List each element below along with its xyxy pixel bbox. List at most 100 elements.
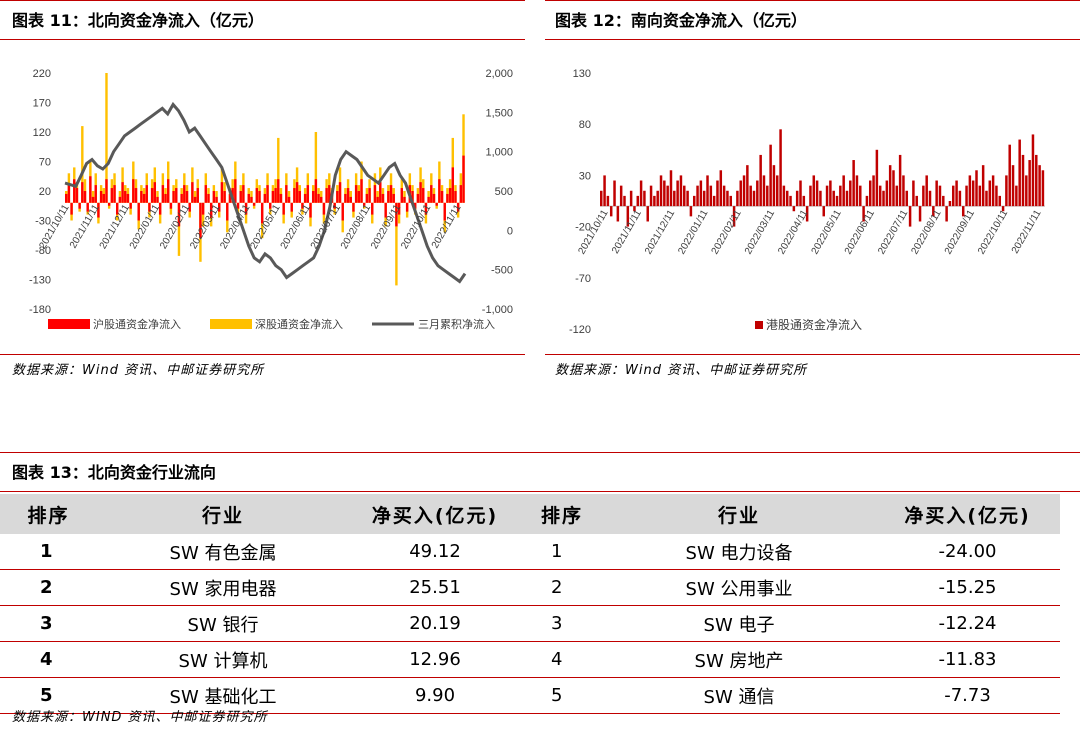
rank-cell: 3 <box>521 605 603 642</box>
bar-hk <box>819 190 822 207</box>
y-tick-label: -120 <box>569 324 591 336</box>
x-tick-label: 2022/05/11 <box>810 208 844 257</box>
bar-sh <box>67 185 71 203</box>
netbuy-cell: 20.19 <box>349 605 521 642</box>
bar-hk <box>729 195 733 207</box>
bar-hk <box>749 185 752 207</box>
netbuy-cell: -15.25 <box>875 569 1060 606</box>
bar-sh <box>274 188 277 203</box>
bar-sh <box>137 202 140 221</box>
bar-sh <box>456 202 460 212</box>
bar-sh <box>440 191 444 203</box>
bar-sh <box>263 193 267 203</box>
bar-sh <box>422 188 425 203</box>
bar-sh <box>250 196 253 203</box>
bar-hk <box>739 180 742 207</box>
bar-hk <box>609 206 613 217</box>
industry-cell: SW 银行 <box>97 605 349 642</box>
x-tick-label: 2022/11/11 <box>1010 208 1044 256</box>
bar-hk <box>626 206 630 227</box>
bar-sh <box>258 191 261 203</box>
x-tick-label: 2022/08/11 <box>909 208 943 257</box>
bar-sh <box>349 196 352 203</box>
y-tick-label-left: -180 <box>29 304 51 316</box>
rank-cell: 4 <box>0 641 97 678</box>
bar-sh <box>373 185 377 203</box>
rank-cell: 4 <box>521 641 603 678</box>
bar-sh <box>142 193 146 203</box>
bar-sh <box>169 202 173 209</box>
bar-hk <box>935 180 938 207</box>
bar-hk <box>736 190 739 207</box>
bar-hk <box>1028 160 1031 207</box>
bar-sh <box>177 202 181 227</box>
bar-sh <box>309 202 312 218</box>
bar-hk <box>825 185 829 207</box>
y-tick-label-left: 70 <box>39 157 51 169</box>
bar-hk <box>702 190 706 207</box>
bar-hk <box>888 165 892 207</box>
bar-sh <box>89 176 92 203</box>
industry-cell: SW 电力设备 <box>603 534 875 570</box>
bar-hk <box>746 165 749 207</box>
bar-hk <box>842 175 845 207</box>
col-industry: 行业 <box>603 494 875 534</box>
bar-sh <box>279 193 283 203</box>
bar-hk <box>865 195 869 207</box>
bar-sh <box>239 191 242 203</box>
bar-sh <box>333 202 336 209</box>
bar-sh <box>376 196 379 203</box>
bar-hk <box>915 195 918 207</box>
bar-sh <box>188 202 191 212</box>
bar-sh <box>185 191 189 203</box>
bar-sh <box>346 188 350 203</box>
bar-sh <box>158 202 162 215</box>
bar-sh <box>193 196 197 203</box>
bar-sh <box>424 202 428 215</box>
bar-hk <box>965 185 968 207</box>
bar-sh <box>443 202 446 221</box>
bar-sh <box>379 182 382 203</box>
bar-hk <box>802 195 806 207</box>
bar-sh <box>150 188 154 203</box>
bar-hk <box>991 175 995 207</box>
bar-sh <box>124 191 127 203</box>
y-tick-label-left: 120 <box>33 127 51 139</box>
col-rank: 排序 <box>0 494 97 534</box>
bar-sh <box>360 179 363 203</box>
y-tick-label-right: 0 <box>507 225 513 237</box>
legend-swatch-sh <box>48 319 90 329</box>
x-tick-label: 2021/11/11 <box>68 202 102 250</box>
bar-sh <box>381 193 385 203</box>
bar-hk <box>619 185 623 207</box>
bar-sh <box>413 202 417 209</box>
bar-sh <box>432 193 436 203</box>
bar-hk <box>762 175 766 207</box>
bar-hk <box>971 180 975 207</box>
bar-hk <box>892 170 895 207</box>
bar-hk <box>742 175 746 207</box>
bar-hk <box>663 180 666 207</box>
industry-cell: SW 公用事业 <box>603 569 875 606</box>
legend-label-hk: 港股通资金净流入 <box>766 317 862 332</box>
bar-sh <box>247 193 250 203</box>
bar-sh <box>314 179 318 203</box>
bar-sz <box>169 202 173 215</box>
x-tick-label: 2022/10/11 <box>976 208 1010 257</box>
bar-hk <box>832 190 835 207</box>
bar-sh <box>113 185 116 203</box>
bar-sh <box>405 202 409 212</box>
bar-sh <box>269 202 272 209</box>
rank-cell: 5 <box>0 677 97 714</box>
bar-sh <box>81 182 84 203</box>
bar-hk <box>646 206 649 222</box>
bar-hk <box>928 190 932 207</box>
bar-sh <box>234 179 237 203</box>
col-industry: 行业 <box>97 494 349 534</box>
x-tick-label: 2022/11/11 <box>430 202 464 250</box>
bar-sh <box>287 196 291 203</box>
fig13-source: 数据来源：WIND 资讯、中邮证券研究所 <box>12 710 268 725</box>
legend-label-sz: 深股通资金净流入 <box>255 317 343 331</box>
bar-sh <box>236 202 240 209</box>
y-tick-label-right: 1,000 <box>485 147 513 159</box>
